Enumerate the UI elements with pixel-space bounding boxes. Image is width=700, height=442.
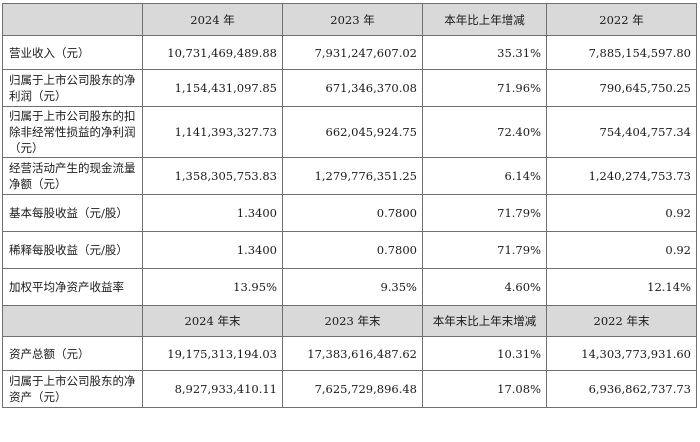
cell-2024-end: 19,175,313,194.03 — [142, 336, 283, 371]
cell-2024-end: 8,927,933,410.11 — [142, 370, 283, 408]
cell-change: 35.31% — [422, 35, 547, 70]
cell-2024: 1,141,393,327.73 — [142, 106, 283, 158]
cell-2022-end: 6,936,862,737.73 — [546, 370, 697, 408]
cell-2022: 754,404,757.34 — [546, 106, 697, 158]
table-row-operating-cash-flow: 经营活动产生的现金流量净额（元） 1,358,305,753.83 1,279,… — [2, 157, 697, 195]
cell-change: 71.96% — [422, 69, 547, 107]
cell-2023: 0.7800 — [282, 231, 423, 269]
table-row-net-profit: 归属于上市公司股东的净利润（元） 1,154,431,097.85 671,34… — [2, 69, 697, 107]
financial-summary-table: 2024 年 2023 年 本年比上年增减 2022 年 营业收入（元） 10,… — [2, 3, 697, 408]
cell-2022: 1,240,274,753.73 — [546, 157, 697, 195]
header-2022-end: 2022 年末 — [546, 305, 697, 337]
cell-change: 72.40% — [422, 106, 547, 158]
row-label: 归属于上市公司股东的扣除非经常性损益的净利润（元） — [2, 106, 143, 158]
row-label: 加权平均净资产收益率 — [2, 268, 143, 306]
cell-change: 71.79% — [422, 231, 547, 269]
header-2022: 2022 年 — [546, 3, 697, 36]
cell-2023: 9.35% — [282, 268, 423, 306]
header-corner-cell — [2, 3, 143, 36]
cell-2024: 13.95% — [142, 268, 283, 306]
cell-2023: 671,346,370.08 — [282, 69, 423, 107]
cell-change: 71.79% — [422, 194, 547, 232]
cell-2023: 1,279,776,351.25 — [282, 157, 423, 195]
cell-2024: 1,358,305,753.83 — [142, 157, 283, 195]
cell-change: 10.31% — [422, 336, 547, 371]
header-row-year-end: 2024 年末 2023 年末 本年末比上年末增减 2022 年末 — [2, 305, 697, 337]
row-label: 归属于上市公司股东的净资产（元） — [2, 370, 143, 408]
cell-2024: 1.3400 — [142, 194, 283, 232]
row-label: 资产总额（元） — [2, 336, 143, 371]
cell-2023-end: 7,625,729,896.48 — [282, 370, 423, 408]
table-row-revenue: 营业收入（元） 10,731,469,489.88 7,931,247,607.… — [2, 35, 697, 70]
cell-2024: 10,731,469,489.88 — [142, 35, 283, 70]
cell-2022: 0.92 — [546, 194, 697, 232]
header-2023-end: 2023 年末 — [282, 305, 423, 337]
cell-2024: 1.3400 — [142, 231, 283, 269]
cell-2022-end: 14,303,773,931.60 — [546, 336, 697, 371]
cell-2022: 7,885,154,597.80 — [546, 35, 697, 70]
header-corner-cell — [2, 305, 143, 337]
table-row-basic-eps: 基本每股收益（元/股） 1.3400 0.7800 71.79% 0.92 — [2, 194, 697, 232]
row-label: 基本每股收益（元/股） — [2, 194, 143, 232]
header-2024: 2024 年 — [142, 3, 283, 36]
row-label: 归属于上市公司股东的净利润（元） — [2, 69, 143, 107]
cell-2023-end: 17,383,616,487.62 — [282, 336, 423, 371]
cell-2022: 0.92 — [546, 231, 697, 269]
row-label: 稀释每股收益（元/股） — [2, 231, 143, 269]
cell-2023: 662,045,924.75 — [282, 106, 423, 158]
cell-change: 6.14% — [422, 157, 547, 195]
header-2023: 2023 年 — [282, 3, 423, 36]
table-row-total-assets: 资产总额（元） 19,175,313,194.03 17,383,616,487… — [2, 336, 697, 371]
cell-change: 17.08% — [422, 370, 547, 408]
row-label: 营业收入（元） — [2, 35, 143, 70]
cell-2023: 7,931,247,607.02 — [282, 35, 423, 70]
header-row-annual: 2024 年 2023 年 本年比上年增减 2022 年 — [2, 3, 697, 36]
header-year-end-change: 本年末比上年末增减 — [422, 305, 547, 337]
cell-2023: 0.7800 — [282, 194, 423, 232]
cell-2024: 1,154,431,097.85 — [142, 69, 283, 107]
row-label: 经营活动产生的现金流量净额（元） — [2, 157, 143, 195]
header-2024-end: 2024 年末 — [142, 305, 283, 337]
header-yoy-change: 本年比上年增减 — [422, 3, 547, 36]
table-row-diluted-eps: 稀释每股收益（元/股） 1.3400 0.7800 71.79% 0.92 — [2, 231, 697, 269]
table-row-roe: 加权平均净资产收益率 13.95% 9.35% 4.60% 12.14% — [2, 268, 697, 306]
table-row-net-assets: 归属于上市公司股东的净资产（元） 8,927,933,410.11 7,625,… — [2, 370, 697, 408]
cell-change: 4.60% — [422, 268, 547, 306]
cell-2022: 12.14% — [546, 268, 697, 306]
table-row-net-profit-deducted: 归属于上市公司股东的扣除非经常性损益的净利润（元） 1,141,393,327.… — [2, 106, 697, 158]
cell-2022: 790,645,750.25 — [546, 69, 697, 107]
